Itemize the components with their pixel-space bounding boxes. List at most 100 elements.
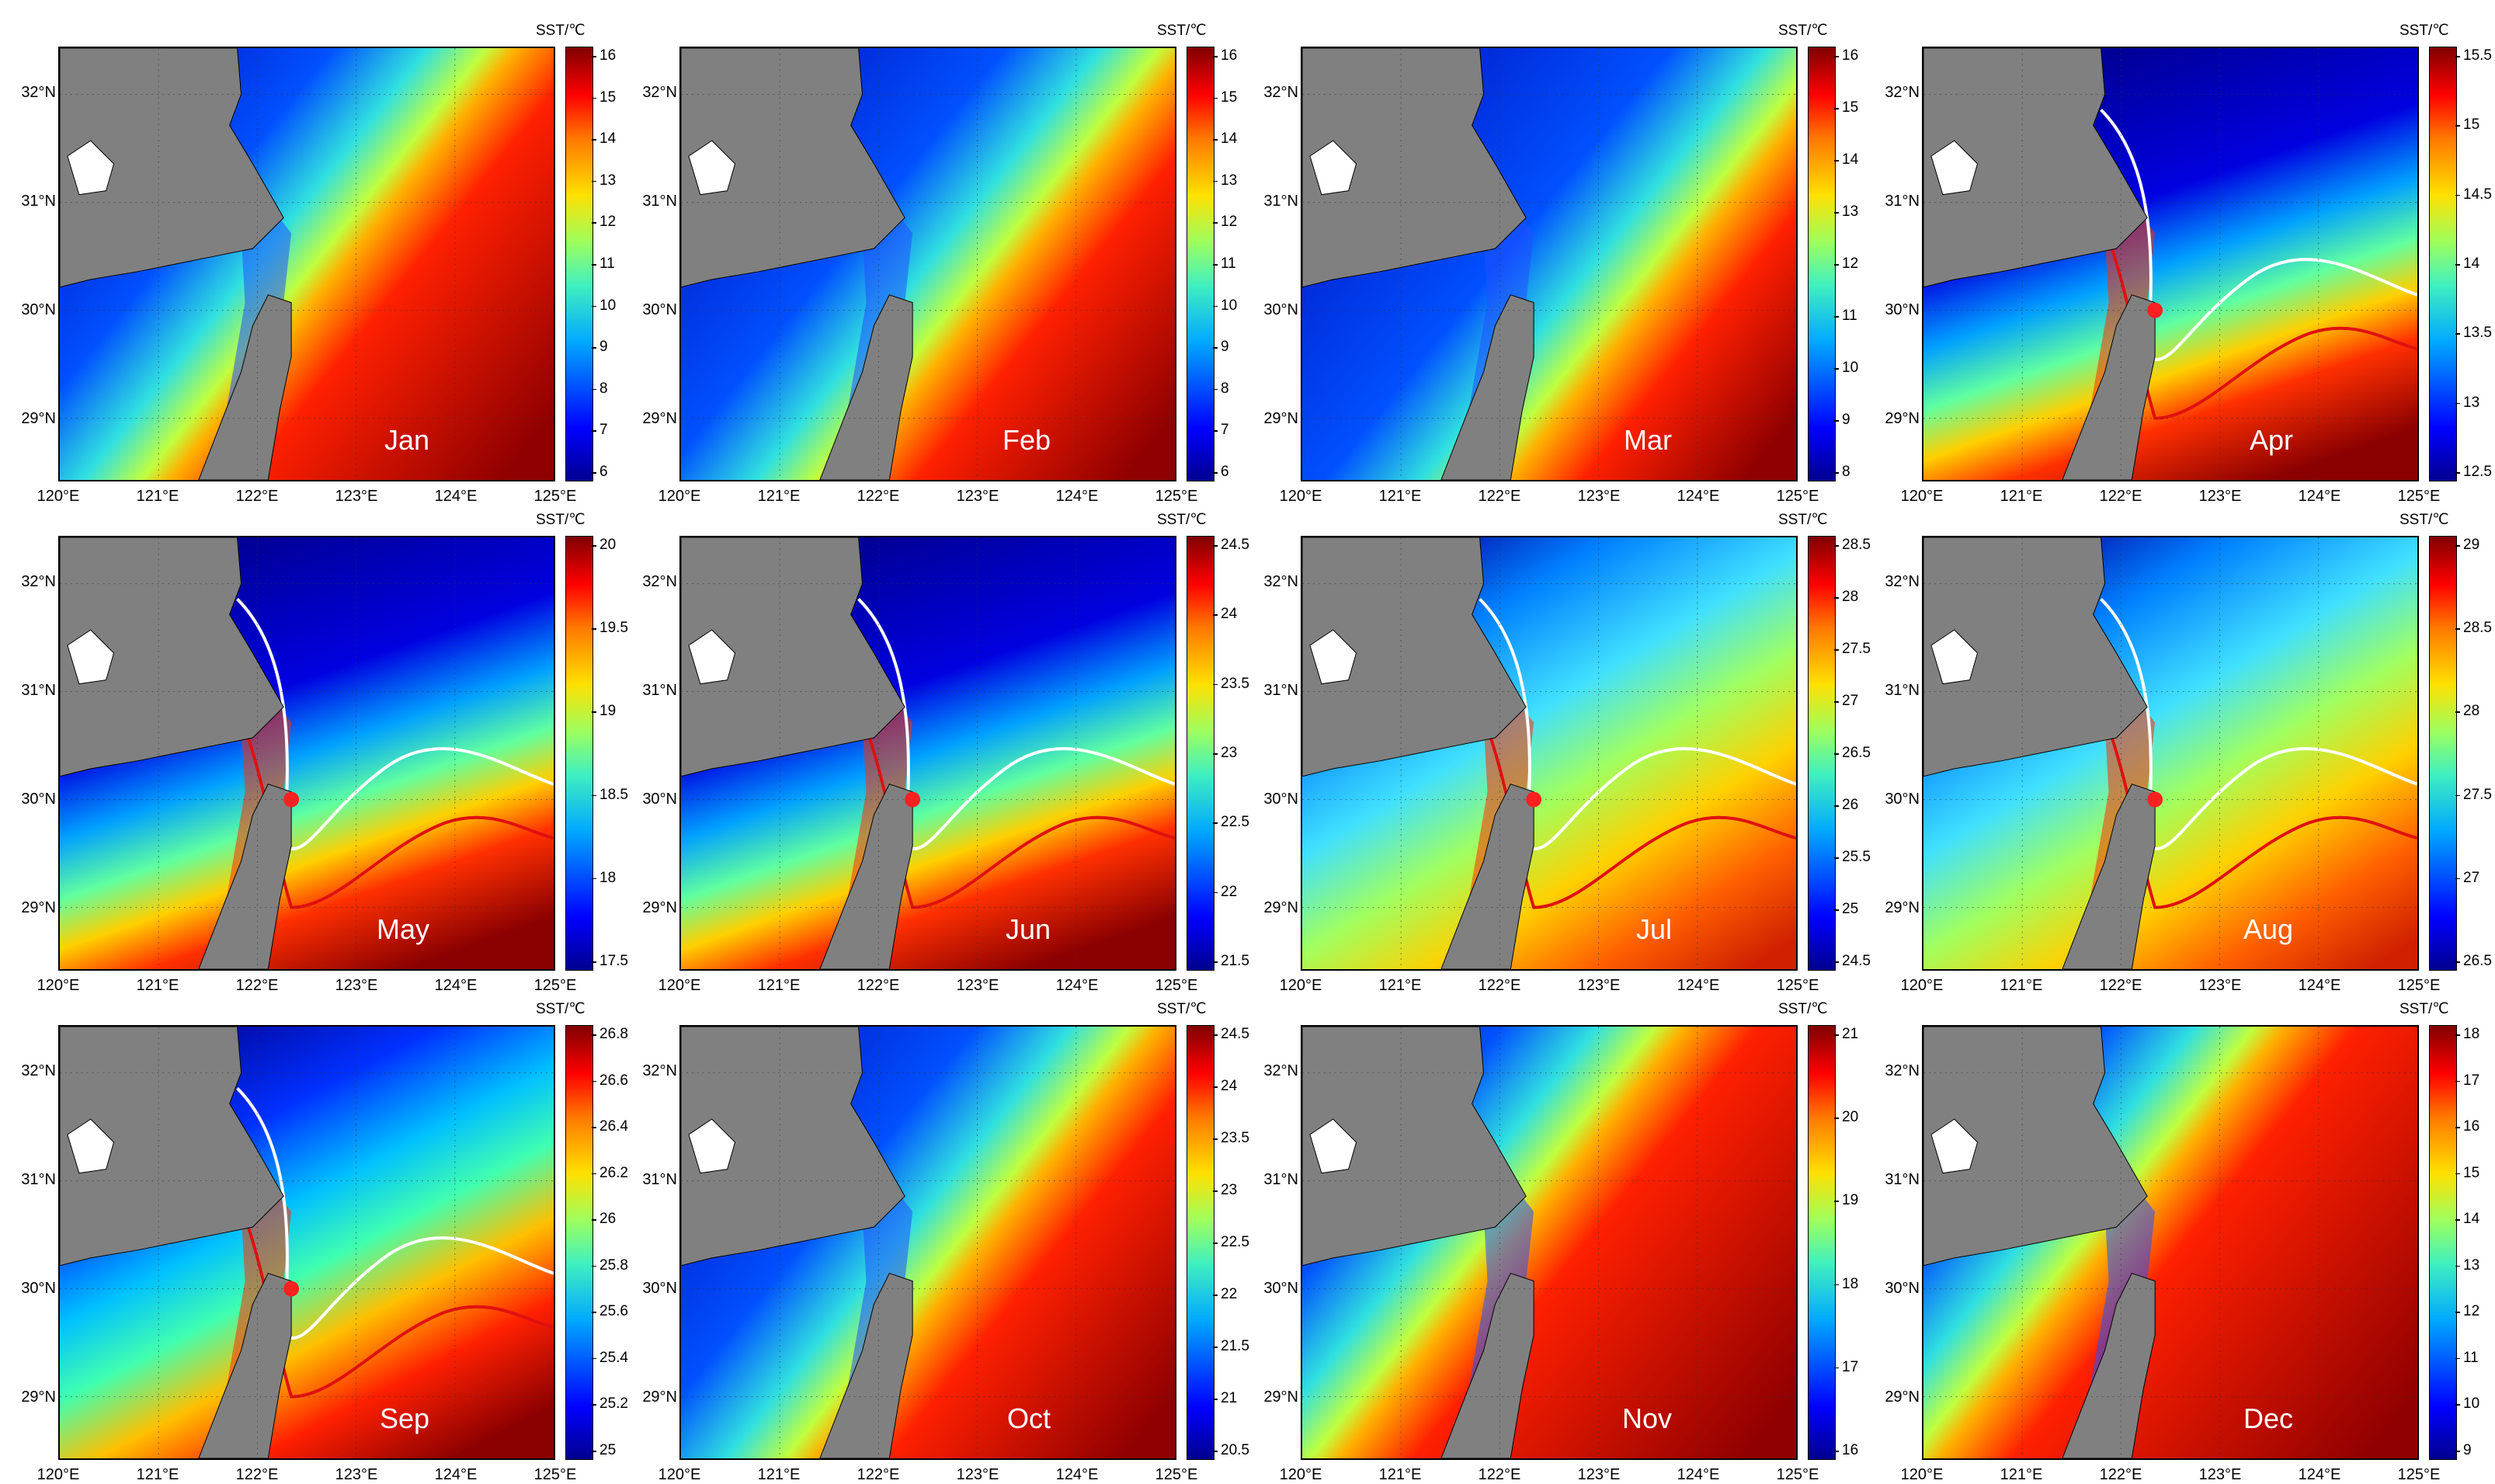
lake (1309, 629, 1357, 685)
lat-tick-label: 29°N (21, 410, 56, 427)
colorbar-tick-label: 26.8 (592, 1026, 628, 1042)
zhejiang-coast (198, 294, 292, 480)
lon-tick-label: 124°E (2298, 977, 2341, 994)
colorbar-title: SST/℃ (536, 1001, 586, 1017)
lat-tick-label: 31°N (642, 682, 677, 699)
lon-tick-label: 121°E (136, 488, 179, 505)
lon-tick-label: 123°E (2198, 977, 2242, 994)
lon-tick-label: 120°E (1900, 488, 1944, 505)
lat-tick-label: 32°N (1885, 573, 1920, 590)
lat-tick-label: 30°N (21, 791, 56, 808)
lon-tick-label: 124°E (434, 977, 478, 994)
colorbar (565, 1025, 593, 1460)
colorbar-tick-label: 14 (2455, 255, 2480, 272)
map-panel-jul: Jul 32°N 31°N 30°N 29°N 120°E 121°E 122°E 123°E 1… (1242, 497, 1871, 994)
lat-tick-label: 29°N (1885, 410, 1920, 427)
lon-tick-label: 124°E (1677, 488, 1720, 505)
colorbar-tick-label: 25 (591, 1442, 617, 1458)
lat-tick-label: 29°N (1263, 899, 1298, 916)
colorbar-tick-label: 15 (1212, 89, 1238, 106)
lon-tick-label: 121°E (136, 977, 179, 994)
colorbar-tick-label: 25 (1833, 901, 1859, 917)
station-marker (283, 791, 300, 808)
lon-tick-label: 123°E (335, 488, 378, 505)
mainland (1923, 48, 2148, 288)
zhejiang-coast (1440, 784, 1534, 969)
lon-tick-label: 125°E (1155, 488, 1198, 505)
lat-tick-label: 32°N (1263, 573, 1298, 590)
colorbar-tick-label: 20 (591, 537, 617, 553)
map-panel-dec: Dec 32°N 31°N 30°N 29°N 120°E 121°E 122°E 123°E 1… (1864, 986, 2479, 1483)
lat-tick-label: 31°N (1263, 682, 1298, 699)
colorbar-tick-label: 25.8 (592, 1256, 628, 1274)
mainland (60, 537, 284, 777)
colorbar-tick-label: 16 (1833, 47, 1859, 64)
colorbar-tick-label: 12 (1833, 255, 1859, 272)
red-isotherm-contour (834, 659, 1175, 909)
colorbar-title: SST/℃ (1157, 512, 1207, 528)
colorbar-tick-label: 14 (1833, 151, 1859, 168)
white-isotherm-contour (2100, 598, 2417, 851)
lake (1309, 140, 1357, 196)
lat-tick-label: 30°N (642, 301, 677, 318)
lon-tick-label: 120°E (36, 488, 80, 505)
sst-map-svg (1302, 1027, 1796, 1458)
lon-tick-label: 125°E (1155, 977, 1198, 994)
colorbar-tick-label: 17 (1833, 1358, 1859, 1375)
colorbar-tick-label: 27 (2455, 869, 2480, 886)
lon-tick-label: 124°E (434, 1466, 478, 1483)
lon-tick-label: 121°E (2000, 1466, 2043, 1483)
colorbar-tick-label: 25.4 (592, 1349, 628, 1366)
lat-tick-label: 31°N (1885, 1171, 1920, 1188)
colorbar-tick-label: 10 (1833, 360, 1859, 376)
sst-map-svg (60, 48, 554, 480)
colorbar-tick-label: 26 (591, 1211, 617, 1228)
sst-map-svg (681, 1027, 1175, 1458)
lat-tick-label: 31°N (21, 193, 56, 210)
colorbar (2429, 47, 2457, 481)
lon-tick-label: 123°E (335, 1466, 378, 1483)
lat-tick-label: 30°N (1885, 301, 1920, 318)
month-label: May (376, 913, 429, 945)
lake (688, 1118, 736, 1174)
month-label: Mar (1624, 424, 1672, 456)
zhejiang-coast (819, 1273, 913, 1458)
colorbar-tick-label: 27.5 (2455, 786, 2492, 803)
sst-map-svg (60, 537, 554, 969)
white-isotherm-contour (857, 598, 1175, 851)
sst-map: May (58, 536, 555, 971)
colorbar-tick-label: 26.2 (592, 1164, 628, 1181)
colorbar-tick-label: 14 (591, 130, 617, 148)
lon-tick-label: 124°E (1055, 977, 1099, 994)
lat-tick-label: 32°N (1263, 84, 1298, 101)
station-marker (905, 791, 921, 808)
zhejiang-coast (819, 784, 913, 969)
colorbar-tick-label: 19 (591, 703, 617, 720)
lon-tick-label: 120°E (1279, 488, 1322, 505)
lon-tick-label: 120°E (658, 977, 701, 994)
lon-tick-label: 120°E (1900, 977, 1944, 994)
station-marker (1526, 791, 1542, 808)
lon-tick-label: 125°E (2397, 977, 2441, 994)
map-panel-aug: Aug 32°N 31°N 30°N 29°N 120°E 121°E 122°E 123°E 1… (1864, 497, 2492, 994)
colorbar-tick-label: 18 (591, 869, 617, 886)
lon-tick-label: 121°E (1378, 1466, 1422, 1483)
colorbar-tick-label: 23 (1212, 745, 1238, 761)
lat-tick-label: 30°N (1885, 791, 1920, 808)
colorbar (1187, 1025, 1214, 1460)
lat-tick-label: 31°N (21, 682, 56, 699)
lat-tick-label: 30°N (642, 1280, 677, 1297)
colorbar-tick-label: 26.5 (2455, 953, 2492, 969)
colorbar-tick-label: 13 (1833, 203, 1859, 220)
colorbar-title: SST/℃ (1157, 1001, 1207, 1017)
colorbar-tick-label: 10 (2455, 1395, 2480, 1413)
colorbar-tick-label: 14 (2455, 1211, 2480, 1228)
colorbar-title: SST/℃ (1157, 23, 1207, 39)
colorbar (1808, 1025, 1836, 1460)
colorbar-tick-label: 8 (1213, 380, 1229, 397)
colorbar-tick-label: 9 (1834, 412, 1850, 428)
colorbar-title: SST/℃ (1778, 512, 1828, 528)
lat-tick-label: 30°N (1263, 301, 1298, 318)
lon-tick-label: 124°E (1677, 1466, 1720, 1483)
